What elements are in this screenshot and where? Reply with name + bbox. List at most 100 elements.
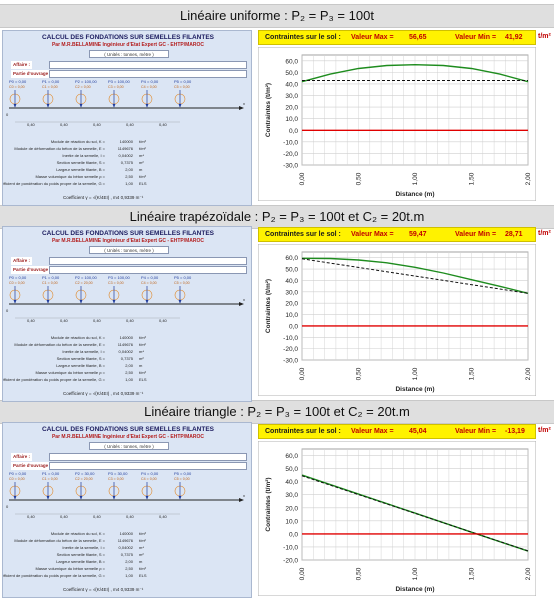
span-label: 0,40 [126,514,135,519]
param-unit: m [139,363,143,368]
coefficient-row: Coefficient γ = √(K/4EI) , m4 0,9339 m⁻¹ [63,195,143,201]
coefficient-label: Coefficient γ = [63,391,92,396]
min-value: -13,19 [505,428,525,435]
param-value[interactable]: 2,00 [125,559,133,564]
span-label: 0,40 [93,514,102,519]
param-value[interactable]: 0,7375 [120,356,133,361]
x-axis-label: x [243,297,245,302]
param-value[interactable]: 0,04002 [118,153,133,158]
param-value[interactable]: 0,04002 [118,545,133,550]
param-row: Largeur semelle filante, B = 2,00 m [3,166,251,173]
min-label: Valeur Min = [455,231,497,238]
x-tick-label: 1,50 [469,567,476,580]
y-tick-label: 0,0 [289,323,298,330]
panel-title: CALCUL DES FONDATIONS SUR SEMELLES FILAN… [41,34,214,41]
min-value: 41,92 [505,34,523,41]
param-value[interactable]: 1,00 [125,181,133,186]
arrow-head [79,300,83,304]
stress-chart: 60,0 50,0 40,0 30,0 20,0 10,0 0,0 -10,0 -20,0 -30… [258,244,536,396]
span-label: 0,40 [93,318,102,323]
arrow-head [13,496,17,500]
affaire-field[interactable] [49,453,247,461]
y-tick-label: 40,0 [285,81,298,88]
param-value[interactable]: 2,00 [125,167,133,172]
arrow-head [145,300,149,304]
load-label: P3 = 100,00 [108,79,130,84]
param-row: Module de réaction du sol, K = 140000 t/m³ [3,334,251,341]
load-label: P0 = 0,00 [9,471,27,476]
x-axis-title: Distance (m) [395,586,434,593]
arrow-head [112,104,116,108]
affaire-field[interactable] [49,257,247,265]
coefficient-expression: √(K/4EI) , m4 [92,391,120,396]
param-value[interactable]: 2,50 [125,370,133,375]
param-value[interactable]: 140000 [119,335,133,340]
max-label: Valeur Max = [351,428,394,435]
series-line [301,63,529,83]
param-value[interactable]: 1,00 [125,573,133,578]
load-label: P3 = 30,00 [108,471,128,476]
moment-label: C2 = 20,00 [75,281,93,285]
moment-label: C0 = 0,00 [9,477,25,481]
load-label: P2 = 100,00 [75,275,97,280]
series-line [301,257,529,294]
ouvrage-field[interactable] [49,266,247,274]
calc-panel: CALCUL DES FONDATIONS SUR SEMELLES FILAN… [2,226,252,402]
param-value[interactable]: 140000 [119,531,133,536]
max-value: 59,47 [409,231,427,238]
ouvrage-field[interactable] [49,70,247,78]
param-value[interactable]: 1149676 [117,146,133,151]
span-label: 0,40 [27,514,36,519]
y-axis-title: Contraintes (t/m²) [265,279,272,333]
param-value[interactable]: 2,00 [125,363,133,368]
param-value[interactable]: 2,50 [125,566,133,571]
param-value[interactable]: 0,7375 [120,160,133,165]
y-tick-label: 30,0 [285,289,298,296]
param-value[interactable]: 0,04002 [118,349,133,354]
affaire-field[interactable] [49,61,247,69]
max-value: 56,65 [409,34,427,41]
arrow-head [145,104,149,108]
moment-label: C1 = 0,00 [42,85,58,89]
coefficient-value: 0,9339 [120,195,135,200]
param-row: Coefficient de pondération du poids prop… [3,180,251,187]
arrow-head [145,496,149,500]
coefficient-value: 0,9339 [120,391,135,396]
coefficient-row: Coefficient γ = √(K/4EI) , m4 0,9339 m⁻¹ [63,391,143,397]
max-label: Valeur Max = [351,34,394,41]
param-value[interactable]: 1149676 [117,342,133,347]
y-axis-title: Contraintes (t/m²) [265,83,272,137]
param-value[interactable]: 2,50 [125,174,133,179]
span-label: 0,40 [60,514,69,519]
x-tick-label: 1,00 [412,172,419,185]
param-value[interactable]: 1,00 [125,377,133,382]
moment-label: C0 = 0,00 [9,281,25,285]
arrow-head [79,104,83,108]
moment-label: C2 = 0,00 [75,85,91,89]
unit-label: t/m² [538,427,551,434]
param-value[interactable]: 140000 [119,139,133,144]
param-value[interactable]: 0,7375 [120,552,133,557]
stress-chart: 60,0 50,0 40,0 30,0 20,0 10,0 0,0 -10,0 -20,0 -30… [258,47,536,201]
param-value[interactable]: 1149676 [117,538,133,543]
param-label: Masse volumique du béton semelle ρ = [35,174,105,179]
y-tick-label: 10,0 [285,312,298,319]
min-value: 28,71 [505,231,523,238]
axis-arrow [239,302,244,306]
y-tick-label: 20,0 [285,105,298,112]
axis-arrow [239,106,244,110]
x-tick-label: 0,00 [299,172,306,185]
moment-label: C4 = 0,00 [141,281,157,285]
arrow-head [46,496,50,500]
load-label: P3 = 100,00 [108,275,130,280]
param-unit: m⁴ [139,545,145,550]
panel-title: CALCUL DES FONDATIONS SUR SEMELLES FILAN… [41,426,214,433]
ouvrage-field[interactable] [49,462,247,470]
y-tick-label: 60,0 [285,255,298,262]
param-row: Module de déformation du béton de la sem… [3,537,251,544]
param-row: Coefficient de pondération du poids prop… [3,572,251,579]
span-label: 0,40 [27,318,36,323]
arrow-head [46,300,50,304]
